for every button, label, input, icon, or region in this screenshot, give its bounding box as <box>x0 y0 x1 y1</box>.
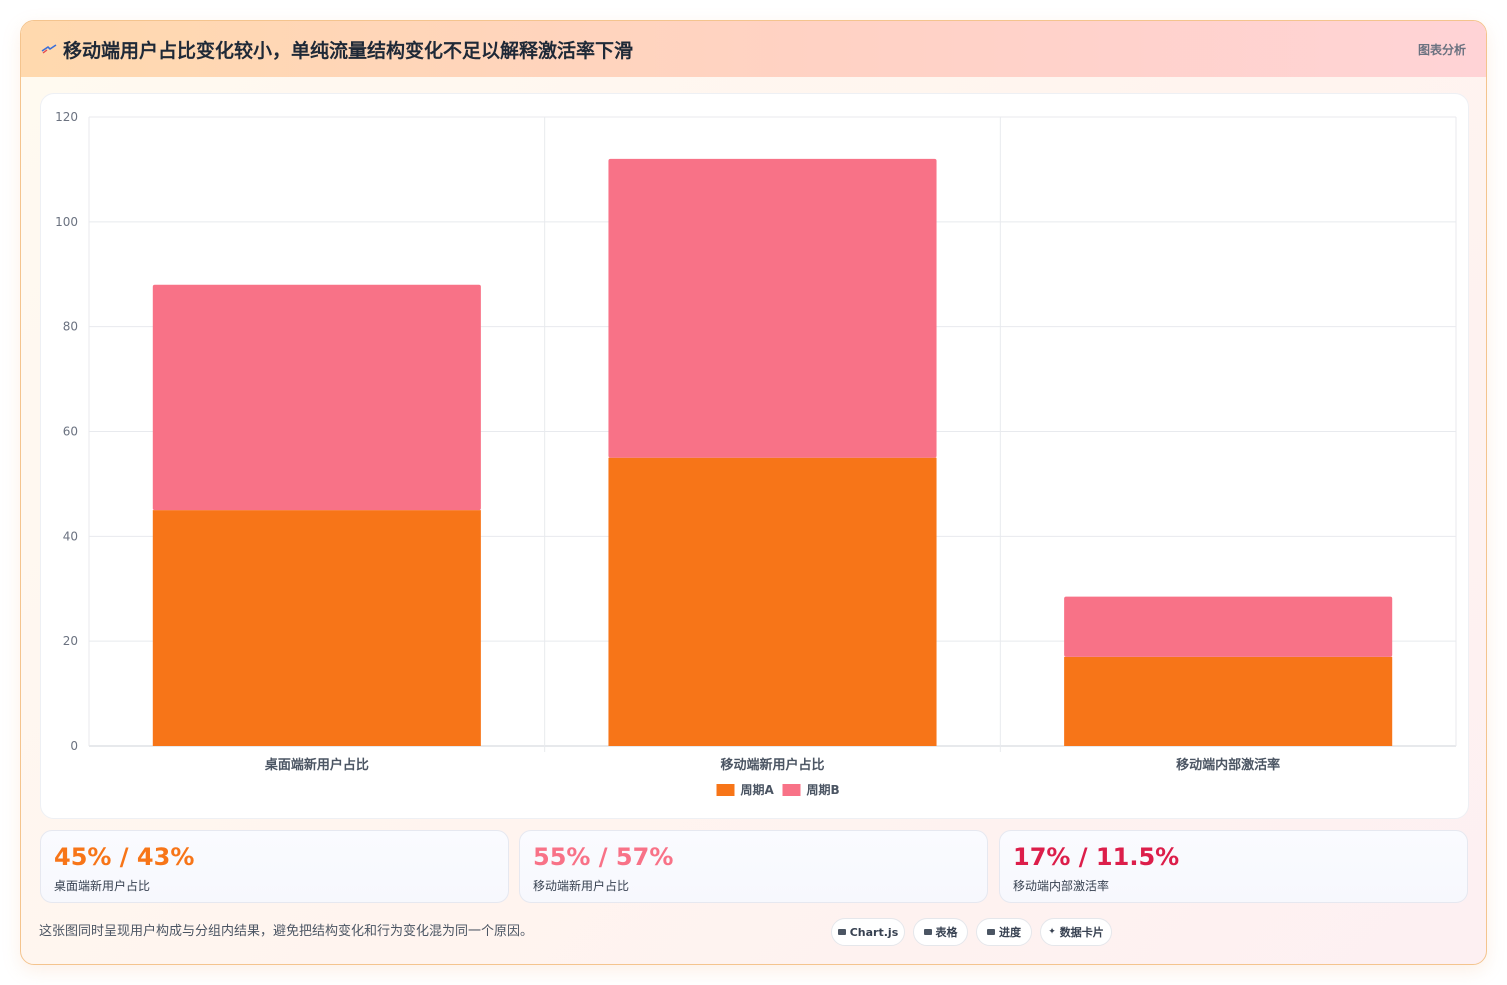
progress-icon <box>987 929 995 935</box>
card-header: 移动端用户占比变化较小，单纯流量结构变化不足以解释激活率下滑 图表分析 <box>21 21 1486 77</box>
chart-analysis-link[interactable]: 图表分析 <box>1417 43 1466 57</box>
x-tick-label: 桌面端新用户占比 <box>265 757 369 773</box>
chart-panel: 0 20 40 60 80 100 120 桌面端新用户占比 移动端新用户占比 移动端内部激活率周… <box>40 93 1469 819</box>
bar <box>152 284 481 511</box>
pill-table[interactable]: 表格 <box>913 918 968 946</box>
bar <box>1064 656 1393 746</box>
bar <box>608 457 937 746</box>
legend-swatch <box>782 784 801 796</box>
y-tick-label: 80 <box>63 320 78 334</box>
pill-chartjs[interactable]: Chart.js <box>831 918 905 946</box>
stat-value: 55% / 57% <box>533 843 674 871</box>
pill-progress[interactable]: 进度 <box>976 918 1032 946</box>
flag-icon <box>41 44 57 54</box>
legend-label: 周期A <box>741 782 775 797</box>
y-tick-label: 100 <box>55 215 78 229</box>
pill-data-card[interactable]: ✦ 数据卡片 <box>1040 918 1112 946</box>
stat-card-desktop: 45% / 43% 桌面端新用户占比 <box>40 830 509 903</box>
page-title: 移动端用户占比变化较小，单纯流量结构变化不足以解释激活率下滑 <box>63 40 634 62</box>
legend-swatch <box>716 784 735 796</box>
y-tick-label: 20 <box>63 634 78 648</box>
bar <box>608 158 937 458</box>
stat-label: 移动端内部激活率 <box>1013 879 1110 893</box>
stacked-bar-chart: 0 20 40 60 80 100 120 桌面端新用户占比 移动端新用户占比 移动端内部激活率周… <box>55 110 1457 797</box>
x-tick-label: 移动端新用户占比 <box>720 757 824 773</box>
stat-value: 17% / 11.5% <box>1013 843 1180 871</box>
stat-card-mobile: 55% / 57% 移动端新用户占比 <box>519 830 988 903</box>
y-tick-label: 0 <box>70 739 78 753</box>
x-tick-label: 移动端内部激活率 <box>1176 757 1280 773</box>
stat-value: 45% / 43% <box>54 843 195 871</box>
pill-label: 进度 <box>999 926 1021 939</box>
stat-card-activation: 17% / 11.5% 移动端内部激活率 <box>999 830 1468 903</box>
table-icon <box>923 929 932 935</box>
pill-label: 数据卡片 <box>1059 926 1104 939</box>
y-tick-label: 40 <box>63 529 78 543</box>
legend-label: 周期B <box>807 782 840 797</box>
bar <box>1064 596 1393 657</box>
footnote: 这张图同时呈现用户构成与分组内结果，避免把结构变化和行为变化混为同一个原因。 <box>39 924 534 939</box>
stat-label: 移动端新用户占比 <box>533 879 630 893</box>
chart-icon <box>837 929 846 935</box>
pill-label: 表格 <box>935 926 958 939</box>
y-tick-label: 120 <box>55 110 78 124</box>
pill-label: Chart.js <box>849 925 899 939</box>
stat-label: 桌面端新用户占比 <box>54 879 151 893</box>
sparkle-icon: ✦ <box>1048 927 1056 937</box>
chart-card: 移动端用户占比变化较小，单纯流量结构变化不足以解释激活率下滑 图表分析 0 20 4… <box>20 20 1487 965</box>
bar <box>152 510 481 746</box>
y-tick-label: 60 <box>63 425 78 439</box>
